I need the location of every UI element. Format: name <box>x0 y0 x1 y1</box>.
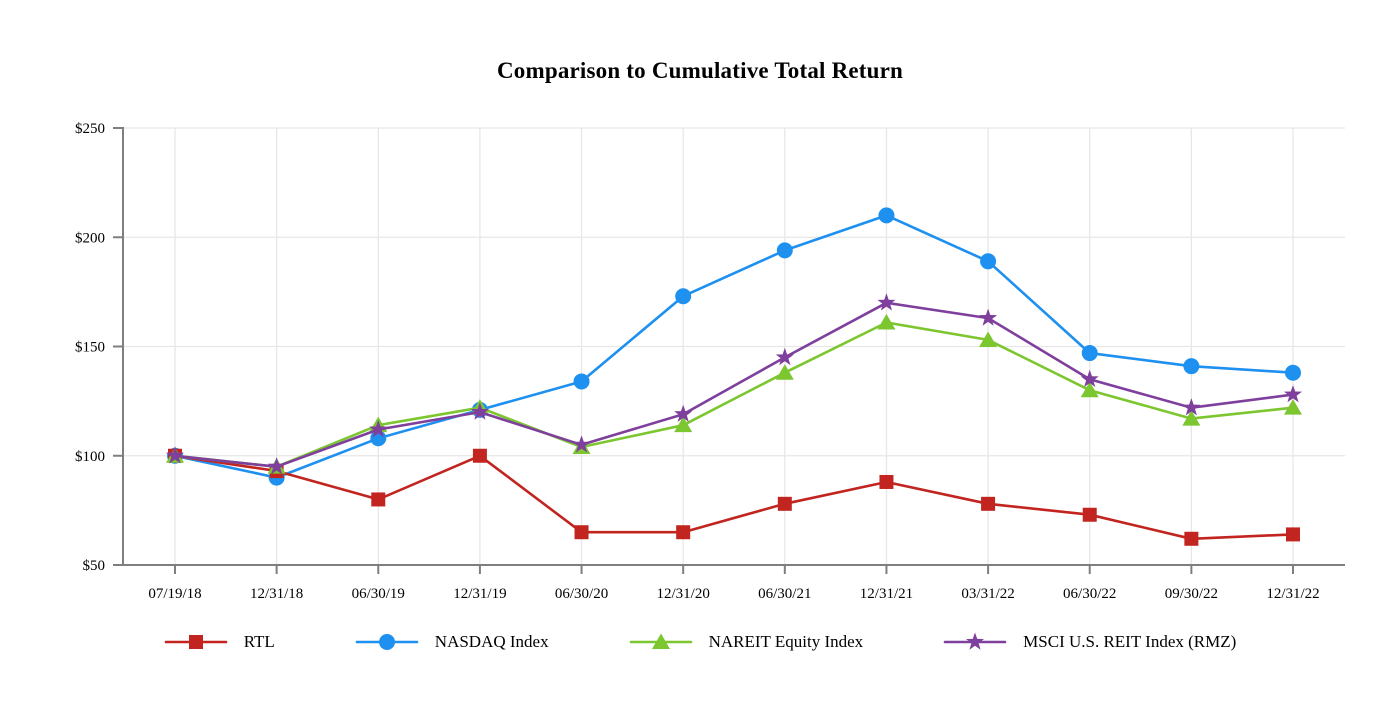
marker-nasdaq-index <box>675 288 692 305</box>
x-tick-label: 12/31/18 <box>250 586 303 602</box>
marker-nasdaq-index <box>980 253 997 270</box>
chart-legend: RTL NASDAQ Index NAREIT Equity Index MSCI U… <box>0 631 1400 653</box>
marker-nasdaq-index <box>776 242 793 259</box>
x-tick-label: 12/31/21 <box>860 586 913 602</box>
legend-marker-circle-icon <box>355 634 419 650</box>
marker-rtl <box>676 525 691 540</box>
x-tick-label: 09/30/22 <box>1165 586 1218 602</box>
series-line-nasdaq-index <box>173 214 1295 479</box>
y-tick-label: $200 <box>75 230 105 246</box>
legend-marker-star-icon <box>943 632 1007 650</box>
legend-label-nasdaq-index: NASDAQ Index <box>434 632 549 651</box>
marker-msci-u-s-reit-index-rmz <box>572 435 591 453</box>
x-tick-label: 07/19/18 <box>148 586 201 602</box>
x-tick-label: 12/31/19 <box>453 586 506 602</box>
marker-msci-u-s-reit-index-rmz <box>1080 369 1099 387</box>
marker-nareit-equity-index <box>1080 381 1099 398</box>
series-msci-u-s-reit-index-rmz <box>165 293 1303 475</box>
legend-marker <box>966 632 985 650</box>
marker-nasdaq-index <box>573 373 590 390</box>
legend-label-nareit-equity-index: NAREIT Equity Index <box>708 632 864 651</box>
marker-nareit-equity-index <box>979 331 998 347</box>
marker-rtl <box>371 492 386 507</box>
series <box>165 207 1303 546</box>
marker-nareit-equity-index <box>1182 410 1201 426</box>
marker-nareit-equity-index <box>1284 399 1302 415</box>
marker-rtl <box>981 496 996 511</box>
x-tick-label: 06/30/22 <box>1063 586 1116 602</box>
x-tick-label: 03/31/22 <box>961 586 1014 602</box>
legend-item-nareit-equity-index: NAREIT Equity Index <box>629 631 864 653</box>
legend-marker <box>188 635 203 649</box>
legend-label-msci-u-s-reit-index-rmz: MSCI U.S. REIT Index (RMZ) <box>1023 632 1237 651</box>
series-nareit-equity-index <box>166 313 1302 474</box>
x-tick-label: 12/31/20 <box>657 586 710 602</box>
marker-nareit-equity-index <box>775 364 794 380</box>
marker-msci-u-s-reit-index-rmz <box>470 402 489 420</box>
axes: $50 $100 $150 $200 $250 07/19/18 12/31/18 06/30… <box>75 121 1345 602</box>
series-line-nareit-equity-index <box>173 321 1295 469</box>
marker-rtl <box>777 496 792 511</box>
marker-msci-u-s-reit-index-rmz <box>1283 385 1303 403</box>
x-tick-label: 12/31/22 <box>1266 586 1319 602</box>
marker-msci-u-s-reit-index-rmz <box>1182 398 1201 416</box>
marker-msci-u-s-reit-index-rmz <box>674 404 693 422</box>
series-line-rtl <box>173 454 1295 541</box>
marker-nasdaq-index <box>878 207 895 224</box>
marker-rtl <box>1082 507 1097 522</box>
marker-rtl <box>1184 531 1199 546</box>
x-tick-label: 06/30/19 <box>352 586 405 602</box>
marker-rtl <box>1286 527 1300 542</box>
legend-marker-square-icon <box>164 635 228 649</box>
y-tick-label: $250 <box>75 121 105 137</box>
marker-msci-u-s-reit-index-rmz <box>369 420 388 438</box>
legend-label-rtl: RTL <box>243 632 275 651</box>
marker-nasdaq-index <box>1183 358 1200 375</box>
marker-nareit-equity-index <box>877 313 896 330</box>
gridlines <box>123 127 1345 565</box>
marker-msci-u-s-reit-index-rmz <box>877 293 896 311</box>
y-tick-label: $150 <box>75 340 105 356</box>
marker-msci-u-s-reit-index-rmz <box>979 308 998 326</box>
legend-marker-triangle-icon <box>629 633 692 649</box>
series-rtl <box>168 448 1300 546</box>
marker-nasdaq-index <box>1285 364 1301 381</box>
marker-msci-u-s-reit-index-rmz <box>267 457 286 475</box>
marker-nasdaq-index <box>1081 345 1098 362</box>
marker-rtl <box>574 525 589 540</box>
legend-marker <box>378 634 395 650</box>
series-line-msci-u-s-reit-index-rmz <box>173 301 1295 469</box>
marker-nareit-equity-index <box>674 416 693 433</box>
legend-item-msci-u-s-reit-index-rmz: MSCI U.S. REIT Index (RMZ) <box>943 631 1236 653</box>
y-tick-label: $100 <box>75 449 105 465</box>
x-tick-label: 06/30/20 <box>555 586 608 602</box>
marker-rtl <box>472 448 487 463</box>
x-tick-label: 06/30/21 <box>758 586 811 602</box>
marker-msci-u-s-reit-index-rmz <box>165 446 185 464</box>
marker-msci-u-s-reit-index-rmz <box>775 347 794 366</box>
legend-item-rtl: RTL <box>164 631 275 653</box>
marker-rtl <box>879 474 894 489</box>
y-tick-label: $50 <box>83 558 106 574</box>
legend-marker <box>651 633 670 649</box>
chart-title: Comparison to Cumulative Total Return <box>496 58 904 83</box>
legend-item-nasdaq-index: NASDAQ Index <box>355 631 549 653</box>
